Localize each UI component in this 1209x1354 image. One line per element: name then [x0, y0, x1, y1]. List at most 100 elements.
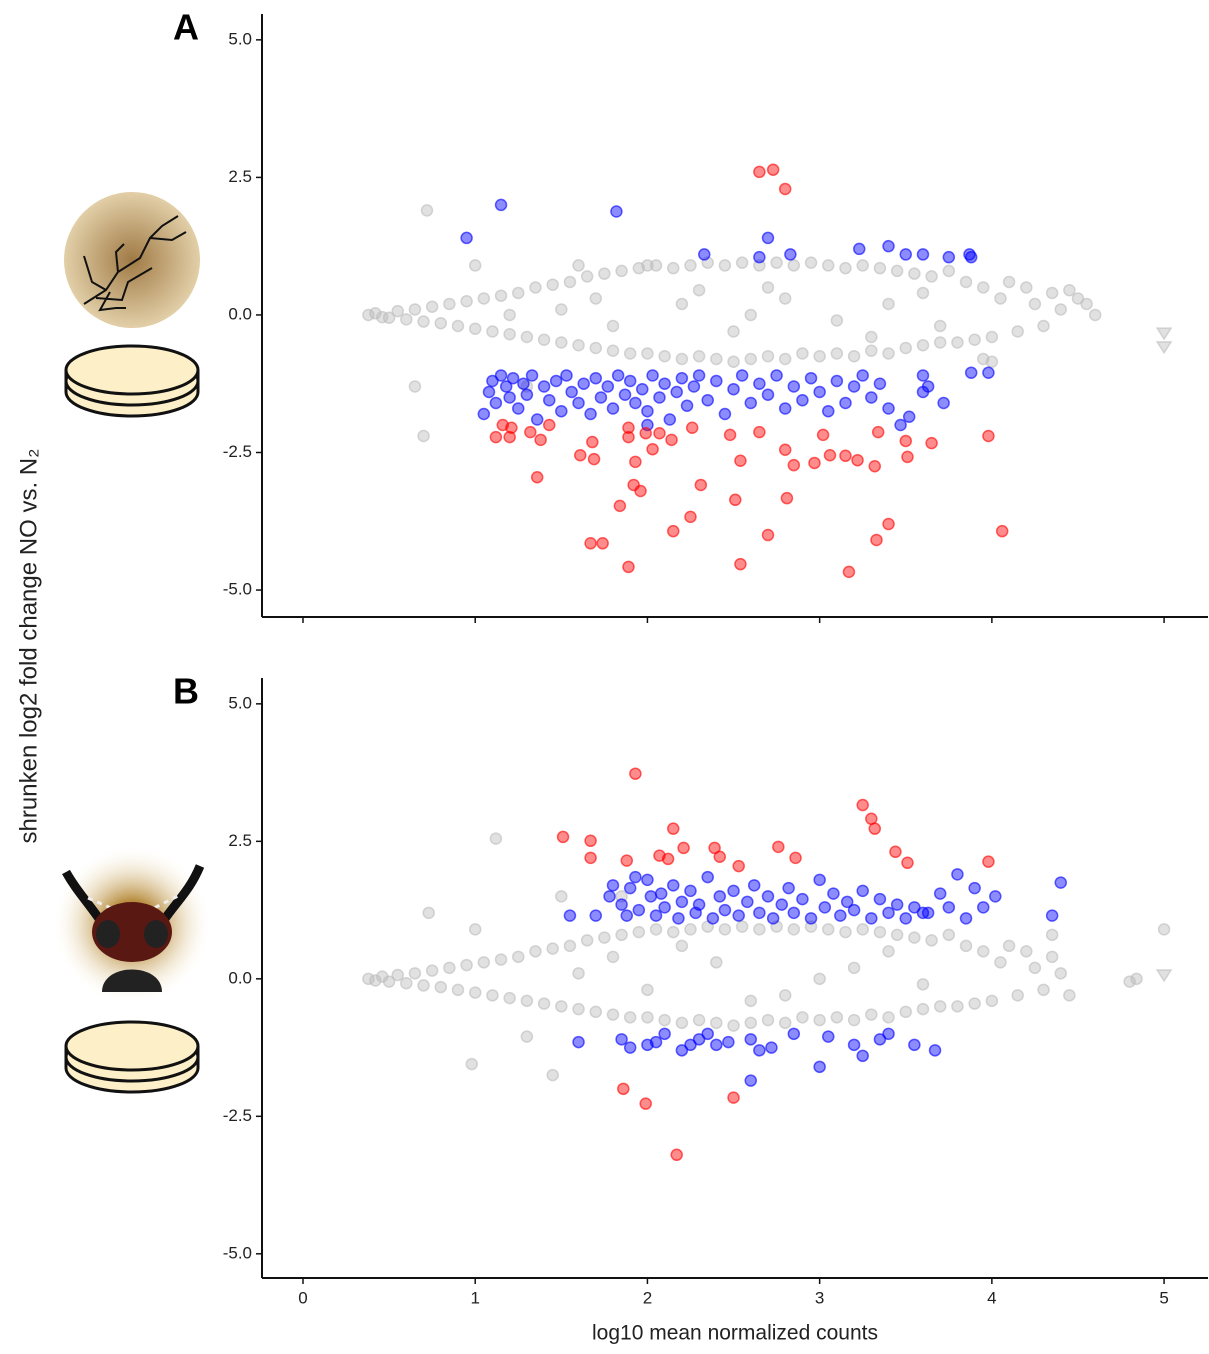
point [572, 259, 585, 272]
point [761, 388, 775, 401]
point [1028, 961, 1042, 975]
point [870, 533, 883, 547]
point [753, 425, 766, 439]
point [646, 369, 659, 382]
point [856, 369, 869, 382]
point [649, 909, 663, 922]
point [959, 912, 973, 925]
point [744, 1016, 758, 1030]
point [899, 434, 913, 448]
point [933, 1000, 947, 1013]
point [753, 923, 766, 936]
point [701, 1027, 714, 1041]
point [916, 385, 930, 399]
point [589, 371, 603, 385]
point [512, 402, 525, 415]
point [778, 352, 792, 366]
point [408, 303, 422, 316]
point [727, 325, 740, 338]
point [710, 1038, 723, 1052]
point [520, 388, 534, 401]
point [667, 524, 680, 538]
point [744, 994, 758, 1008]
point [787, 458, 801, 472]
point [460, 958, 473, 972]
point [530, 471, 544, 484]
triangle-point [1155, 969, 1173, 983]
y-axis-title: shrunken log2 fold change NO vs. N₂ [15, 449, 42, 844]
point [632, 903, 646, 917]
point [563, 275, 577, 289]
point [830, 374, 844, 388]
point [694, 478, 708, 492]
point [606, 319, 620, 333]
point [977, 281, 990, 294]
y-tick-label: -2.5 [223, 442, 252, 461]
point [641, 1011, 654, 1024]
point [494, 198, 508, 212]
point [584, 407, 597, 421]
point [818, 901, 832, 914]
point [584, 834, 597, 848]
point [653, 391, 666, 404]
point [732, 909, 745, 922]
point [1011, 325, 1024, 338]
point [632, 925, 646, 939]
point [890, 264, 904, 278]
point [417, 979, 430, 992]
point [789, 851, 802, 865]
point [629, 455, 642, 469]
point [718, 923, 732, 936]
point [555, 303, 568, 316]
point [813, 349, 826, 363]
point [451, 319, 465, 333]
point [520, 330, 534, 344]
point [784, 248, 797, 261]
point [977, 945, 990, 958]
x-tick-label: 5 [1159, 1288, 1168, 1307]
fungus-icon [64, 192, 200, 328]
point [606, 344, 620, 357]
point [847, 349, 861, 363]
point [646, 442, 659, 456]
point [775, 898, 789, 911]
y-tick-label: 2.5 [228, 167, 252, 186]
point [964, 250, 978, 264]
point [851, 453, 864, 467]
point [1157, 923, 1171, 936]
point [1130, 972, 1143, 986]
point [839, 449, 852, 463]
point [968, 333, 981, 346]
point [1123, 975, 1136, 988]
point [761, 890, 775, 903]
point [830, 314, 844, 327]
point [839, 396, 852, 410]
point [549, 374, 563, 388]
point [770, 369, 783, 382]
point [629, 870, 642, 884]
point [830, 347, 844, 360]
point [675, 371, 689, 385]
point [871, 425, 885, 439]
point [856, 884, 869, 898]
point [908, 931, 921, 944]
point [856, 259, 869, 272]
point [623, 1011, 637, 1024]
point [434, 980, 448, 994]
y-tick-label: 5.0 [228, 29, 252, 48]
point [1088, 308, 1102, 322]
point [658, 1027, 671, 1041]
point [1054, 303, 1068, 316]
point [882, 297, 895, 311]
point [718, 903, 732, 917]
point [653, 426, 666, 440]
point [865, 1008, 878, 1021]
point [873, 892, 887, 906]
point [1037, 319, 1050, 333]
point [675, 352, 689, 366]
point [665, 433, 678, 447]
point [765, 1041, 778, 1054]
point [636, 382, 649, 396]
point [916, 1002, 930, 1016]
